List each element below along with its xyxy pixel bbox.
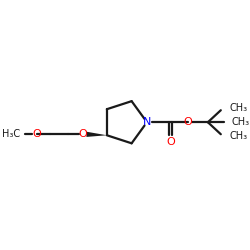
Text: O: O <box>166 136 175 146</box>
Polygon shape <box>86 132 107 137</box>
Text: O: O <box>183 117 192 127</box>
Text: CH₃: CH₃ <box>232 117 250 127</box>
Text: H₃C: H₃C <box>2 129 20 139</box>
Text: CH₃: CH₃ <box>229 104 247 114</box>
Text: O: O <box>32 129 41 139</box>
Text: N: N <box>143 117 151 127</box>
Text: O: O <box>78 129 87 139</box>
Text: CH₃: CH₃ <box>229 131 247 141</box>
